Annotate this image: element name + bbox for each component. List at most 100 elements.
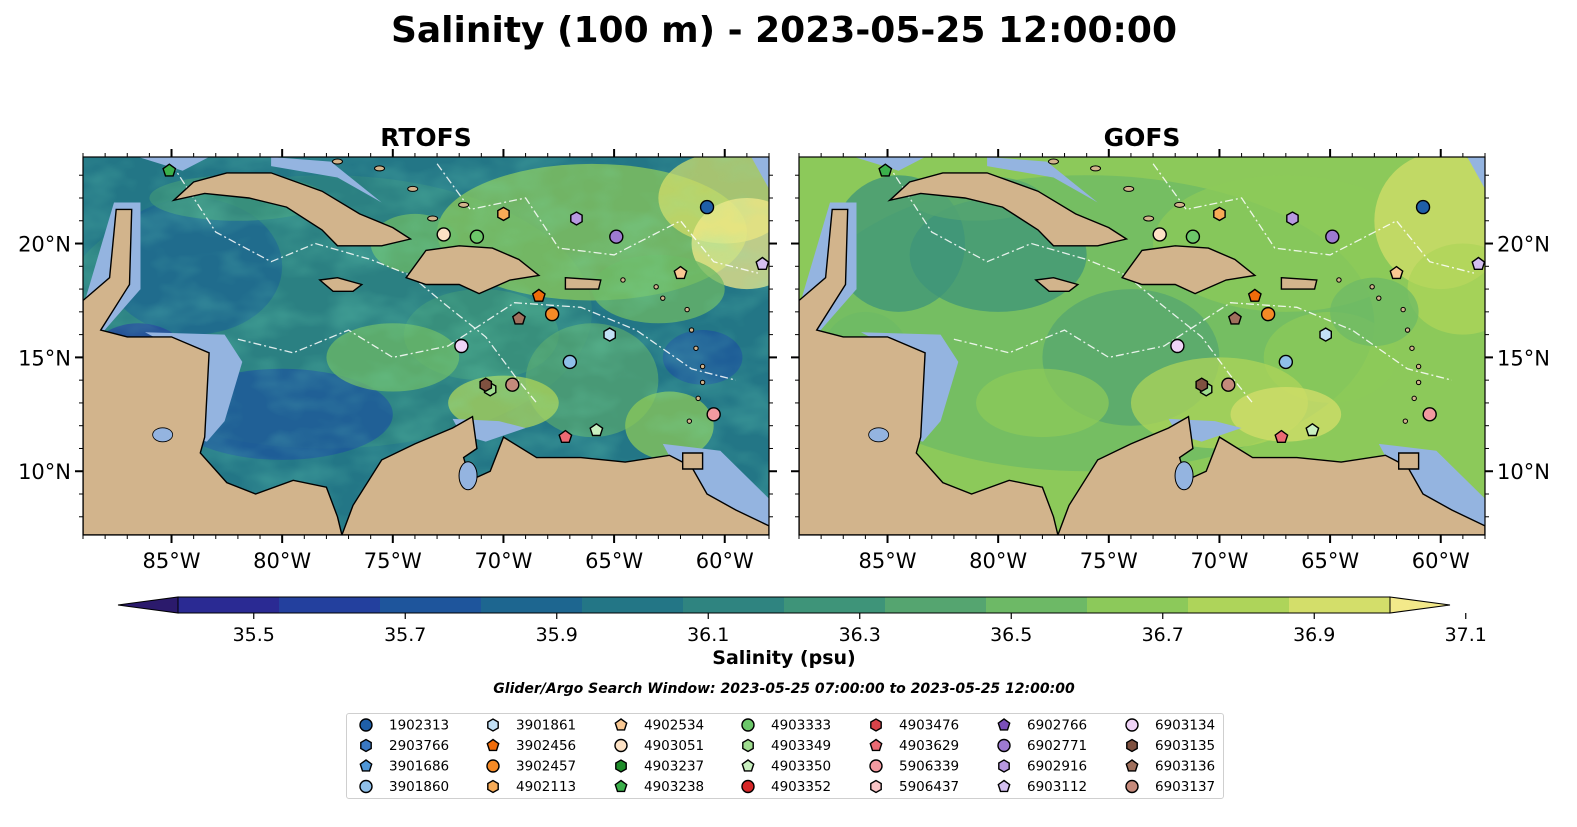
float-marker-3901860: [1278, 354, 1294, 370]
colorbar-tick-label: 37.1: [1445, 624, 1487, 646]
x-axis-gofs: 85°W 80°W 75°W 70°W 65°W 60°W: [798, 149, 1486, 573]
legend-label: 6903112: [1027, 779, 1087, 795]
float-marker-4903476: [777, 472, 788, 485]
float-marker-3902457: [1260, 306, 1276, 322]
panel-title-rtofs: RTOFS: [380, 123, 472, 152]
float-marker-6903134: [454, 338, 469, 354]
y-tick-label: 20°N: [18, 233, 71, 257]
float-marker-4903350: [589, 422, 604, 437]
float-marker-3902457: [544, 306, 560, 322]
legend-label: 4903350: [771, 759, 831, 775]
colorbar-label: Salinity (psu): [712, 647, 855, 669]
legend-label: 3902456: [516, 738, 576, 754]
legend-label: 4903476: [899, 718, 959, 734]
legend-marker-1902313: [359, 718, 373, 732]
map-panel-rtofs: RTOFS 85°W 80°W 75°W 70°W 65°W 60°W 10°N 15°N 2…: [18, 123, 788, 573]
float-marker-5906339: [706, 407, 721, 422]
float-marker-4903333: [1185, 229, 1201, 244]
x-tick-label: 80°W: [253, 549, 311, 573]
float-markers-rtofs: [162, 163, 788, 485]
colorbar-segment: [683, 597, 785, 613]
legend-marker-6903136: [1125, 759, 1139, 772]
float-marker-6903112: [1471, 256, 1485, 270]
panel-title-gofs: GOFS: [1104, 123, 1181, 152]
legend-label: 6902916: [1027, 759, 1087, 775]
legend-label: 4902113: [516, 779, 576, 795]
legend-marker-3902456: [486, 738, 500, 752]
colorbar-tick-label: 36.1: [687, 624, 729, 646]
legend-marker-4902534: [614, 718, 628, 731]
float-marker-4903051: [1152, 227, 1167, 242]
y-tick-label: 10°N: [18, 460, 71, 484]
float-marker-6903112: [755, 256, 769, 270]
colorbar-segment: [986, 597, 1088, 613]
float-marker-4902113: [497, 206, 510, 222]
land-gofs: [799, 157, 1485, 535]
y-tick-label: 10°N: [1497, 460, 1550, 484]
land-rtofs: [83, 157, 769, 535]
legend-label: 1902313: [389, 718, 449, 734]
float-marker-6903135: [1195, 377, 1209, 393]
legend-label: 6903136: [1155, 759, 1215, 775]
legend-label: 3901686: [389, 759, 449, 775]
legend-marker-4903237: [615, 759, 627, 773]
legend-marker-4903629: [869, 738, 883, 752]
legend-label: 2903766: [389, 738, 449, 754]
y-axis-gofs: 10°N 15°N 20°N: [791, 174, 1550, 518]
x-tick-label: 70°W: [474, 549, 532, 573]
float-marker-4903629: [558, 429, 573, 443]
x-tick-label: 85°W: [859, 549, 917, 573]
x-axis-rtofs: 85°W 80°W 75°W 70°W 65°W 60°W: [82, 149, 770, 573]
legend-marker-3901860: [359, 779, 373, 794]
legend-marker-4903238: [614, 779, 628, 793]
float-marker-4903352: [771, 285, 784, 298]
x-tick-label: 60°W: [1412, 549, 1470, 573]
x-tick-label: 65°W: [585, 549, 643, 573]
float-marker-4903238: [162, 163, 177, 177]
colorbar-segment: [1188, 597, 1290, 613]
legend-marker-4903051: [614, 738, 628, 753]
map-frame-rtofs: [82, 156, 770, 536]
colorbar-tick-label: 36.3: [839, 624, 881, 646]
colorbar-tick-label: 36.5: [990, 624, 1032, 646]
legend-marker-6903134: [1125, 718, 1139, 732]
float-legend: 1902313 2903766 3901686 3901860 3901861 39024…: [346, 713, 1224, 799]
legend-marker-2903766: [360, 738, 372, 753]
colorbar-tick-label: 35.7: [384, 624, 426, 646]
legend-marker-6902766: [997, 718, 1011, 731]
float-marker-6903134: [1170, 338, 1185, 354]
legend-label: 4902534: [644, 718, 704, 734]
legend-label: 5906437: [899, 779, 959, 795]
colorbar-segment: [885, 597, 987, 613]
float-marker-6903136: [1227, 311, 1242, 325]
colorbar-extend-high: [1389, 596, 1451, 614]
float-marker-3901860: [562, 354, 578, 370]
y-tick-label: 20°N: [1497, 233, 1550, 257]
float-marker-1902313: [699, 199, 715, 215]
legend-marker-6902916: [998, 759, 1010, 773]
legend-label: 4903349: [771, 738, 831, 754]
legend-marker-5906437: [870, 779, 882, 794]
float-marker-6902916: [570, 211, 583, 226]
float-marker-4903629: [1274, 429, 1289, 443]
float-marker-5906339: [1422, 407, 1437, 422]
float-marker-4903350: [1305, 422, 1320, 437]
colorbar-tick-label: 36.9: [1293, 624, 1335, 646]
x-tick-label: 65°W: [1301, 549, 1359, 573]
float-marker-6903136: [511, 311, 526, 325]
float-marker-4903333: [469, 229, 485, 244]
float-marker-3901861: [603, 327, 616, 342]
legend-marker-4902113: [487, 779, 499, 794]
float-markers-gofs: [878, 163, 1485, 443]
legend-marker-4903350: [741, 759, 755, 772]
colorbar-tick-label: 35.5: [233, 624, 275, 646]
float-marker-4903238: [878, 163, 893, 177]
float-marker-3902456: [1247, 288, 1262, 302]
legend-label: 4903238: [644, 779, 704, 795]
legend-marker-6903135: [1126, 738, 1138, 753]
colorbar-tick-label: 35.9: [536, 624, 578, 646]
float-marker-4903051: [436, 227, 451, 242]
float-marker-1902313: [1415, 199, 1431, 215]
colorbar-segment: [380, 597, 482, 613]
